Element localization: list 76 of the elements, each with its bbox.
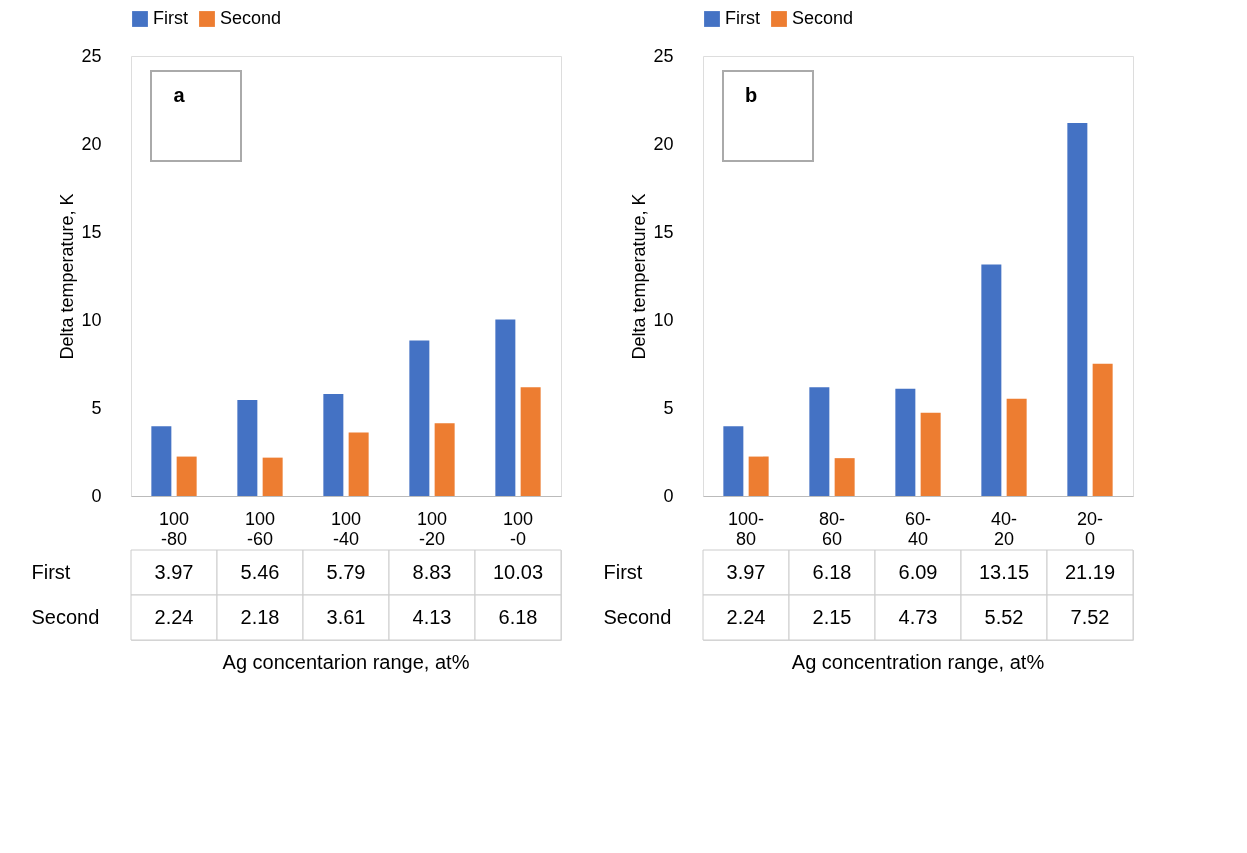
bar: [176, 456, 197, 496]
bar: [748, 456, 769, 496]
data-label: 5.46: [240, 560, 280, 583]
text: Second: [603, 605, 672, 628]
bar: [434, 423, 455, 496]
data-label: 2.24: [726, 605, 766, 628]
y-tick-label: 5: [663, 397, 674, 418]
x-tick-label: 100-40: [330, 508, 362, 549]
bar: [723, 426, 744, 496]
bar: [409, 340, 430, 496]
bar: [495, 319, 516, 496]
y-tick-label: 20: [653, 133, 674, 154]
y-tick-label: 5: [91, 397, 102, 418]
legend-label: Second: [220, 8, 282, 28]
x-tick-label: 100-80: [158, 508, 190, 549]
x-tick-label: 40-20: [990, 508, 1018, 549]
data-label: 6.18: [498, 605, 538, 628]
data-label: 3.97: [154, 560, 194, 583]
y-tick-label: 15: [653, 221, 674, 242]
text: Second: [31, 605, 100, 628]
y-tick-label: 20: [81, 133, 102, 154]
data-label: 10.03: [492, 560, 544, 583]
bar: [1067, 123, 1088, 496]
y-tick-label: 0: [663, 485, 674, 506]
x-tick-label: 20-0: [1076, 508, 1104, 549]
x-tick-label: 60-40: [904, 508, 932, 549]
data-label: 2.15: [812, 605, 852, 628]
bar: [323, 394, 344, 496]
bar: [920, 412, 941, 496]
x-tick-label: 100-80: [727, 508, 765, 549]
data-label: 6.18: [812, 560, 852, 583]
x-tick-label: 80-60: [818, 508, 846, 549]
data-label: 4.13: [412, 605, 452, 628]
y-tick-label: 25: [653, 45, 674, 66]
bar: [1092, 363, 1113, 496]
bar: [1006, 398, 1027, 496]
data-label: 8.83: [412, 560, 452, 583]
y-tick-label: 10: [81, 309, 102, 330]
bar: [348, 432, 369, 496]
data-label: 7.52: [1070, 605, 1110, 628]
x-axis-title: Ag concentration range, at%: [791, 650, 1045, 673]
bar: [262, 457, 283, 496]
x-tick-label: 100-60: [244, 508, 276, 549]
data-label: 21.19: [1064, 560, 1116, 583]
legend-label: First: [153, 8, 188, 28]
y-tick-label: 25: [81, 45, 102, 66]
bar: [834, 458, 855, 496]
data-label: 2.24: [154, 605, 194, 628]
bar: [981, 264, 1002, 496]
y-axis-title: Delta temperature, K: [57, 193, 78, 360]
data-label: 2.18: [240, 605, 280, 628]
text: First: [31, 560, 71, 583]
data-label: 13.15: [978, 560, 1030, 583]
data-label: 6.09: [898, 560, 938, 583]
y-axis-title: Delta temperature, K: [629, 193, 650, 360]
x-axis-title: Ag concentarion range, at%: [222, 650, 470, 673]
annotation: b: [744, 84, 758, 106]
bar: [809, 387, 830, 496]
data-label: 3.61: [326, 605, 366, 628]
data-label: 4.73: [898, 605, 938, 628]
x-tick-label: 100-0: [502, 508, 534, 549]
data-label: 5.52: [984, 605, 1024, 628]
bar: [237, 399, 258, 496]
annotation: a: [173, 84, 186, 106]
y-tick-label: 15: [81, 221, 102, 242]
y-tick-label: 10: [653, 309, 674, 330]
text: First: [603, 560, 643, 583]
x-tick-label: 100-20: [416, 508, 448, 549]
data-label: 5.79: [326, 560, 366, 583]
bar: [151, 426, 172, 496]
y-tick-label: 0: [91, 485, 102, 506]
legend-label: First: [725, 8, 760, 28]
bar: [895, 388, 916, 496]
bar: [520, 387, 541, 496]
legend-label: Second: [792, 8, 854, 28]
data-label: 3.97: [726, 560, 766, 583]
